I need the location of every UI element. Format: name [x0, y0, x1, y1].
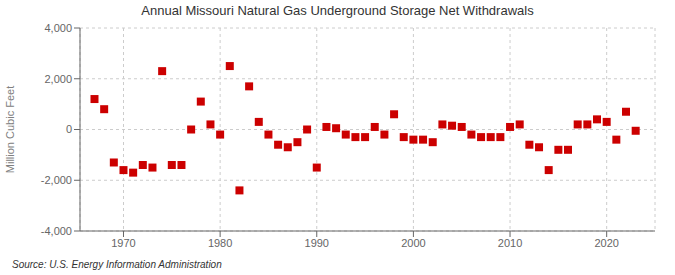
svg-text:-4,000: -4,000 [41, 225, 72, 237]
svg-text:Million Cubic Feet: Million Cubic Feet [8, 86, 16, 173]
svg-text:2000: 2000 [401, 237, 425, 249]
svg-text:2,000: 2,000 [44, 73, 72, 85]
html-text:Annual Missouri Natural Gas Un: Annual Missouri Natural Gas Underground … [141, 3, 534, 18]
svg-text:-2,000: -2,000 [41, 174, 72, 186]
svg-text:1980: 1980 [208, 237, 232, 249]
svg-text:1970: 1970 [111, 237, 135, 249]
svg-text:2010: 2010 [498, 237, 522, 249]
svg-text:2020: 2020 [594, 237, 618, 249]
html-text:Source: U.S. Energy Informatio: Source: U.S. Energy Information Administ… [12, 259, 222, 270]
svg-text:1990: 1990 [305, 237, 329, 249]
svg-text:4,000: 4,000 [44, 22, 72, 34]
svg-text:0: 0 [66, 123, 72, 135]
